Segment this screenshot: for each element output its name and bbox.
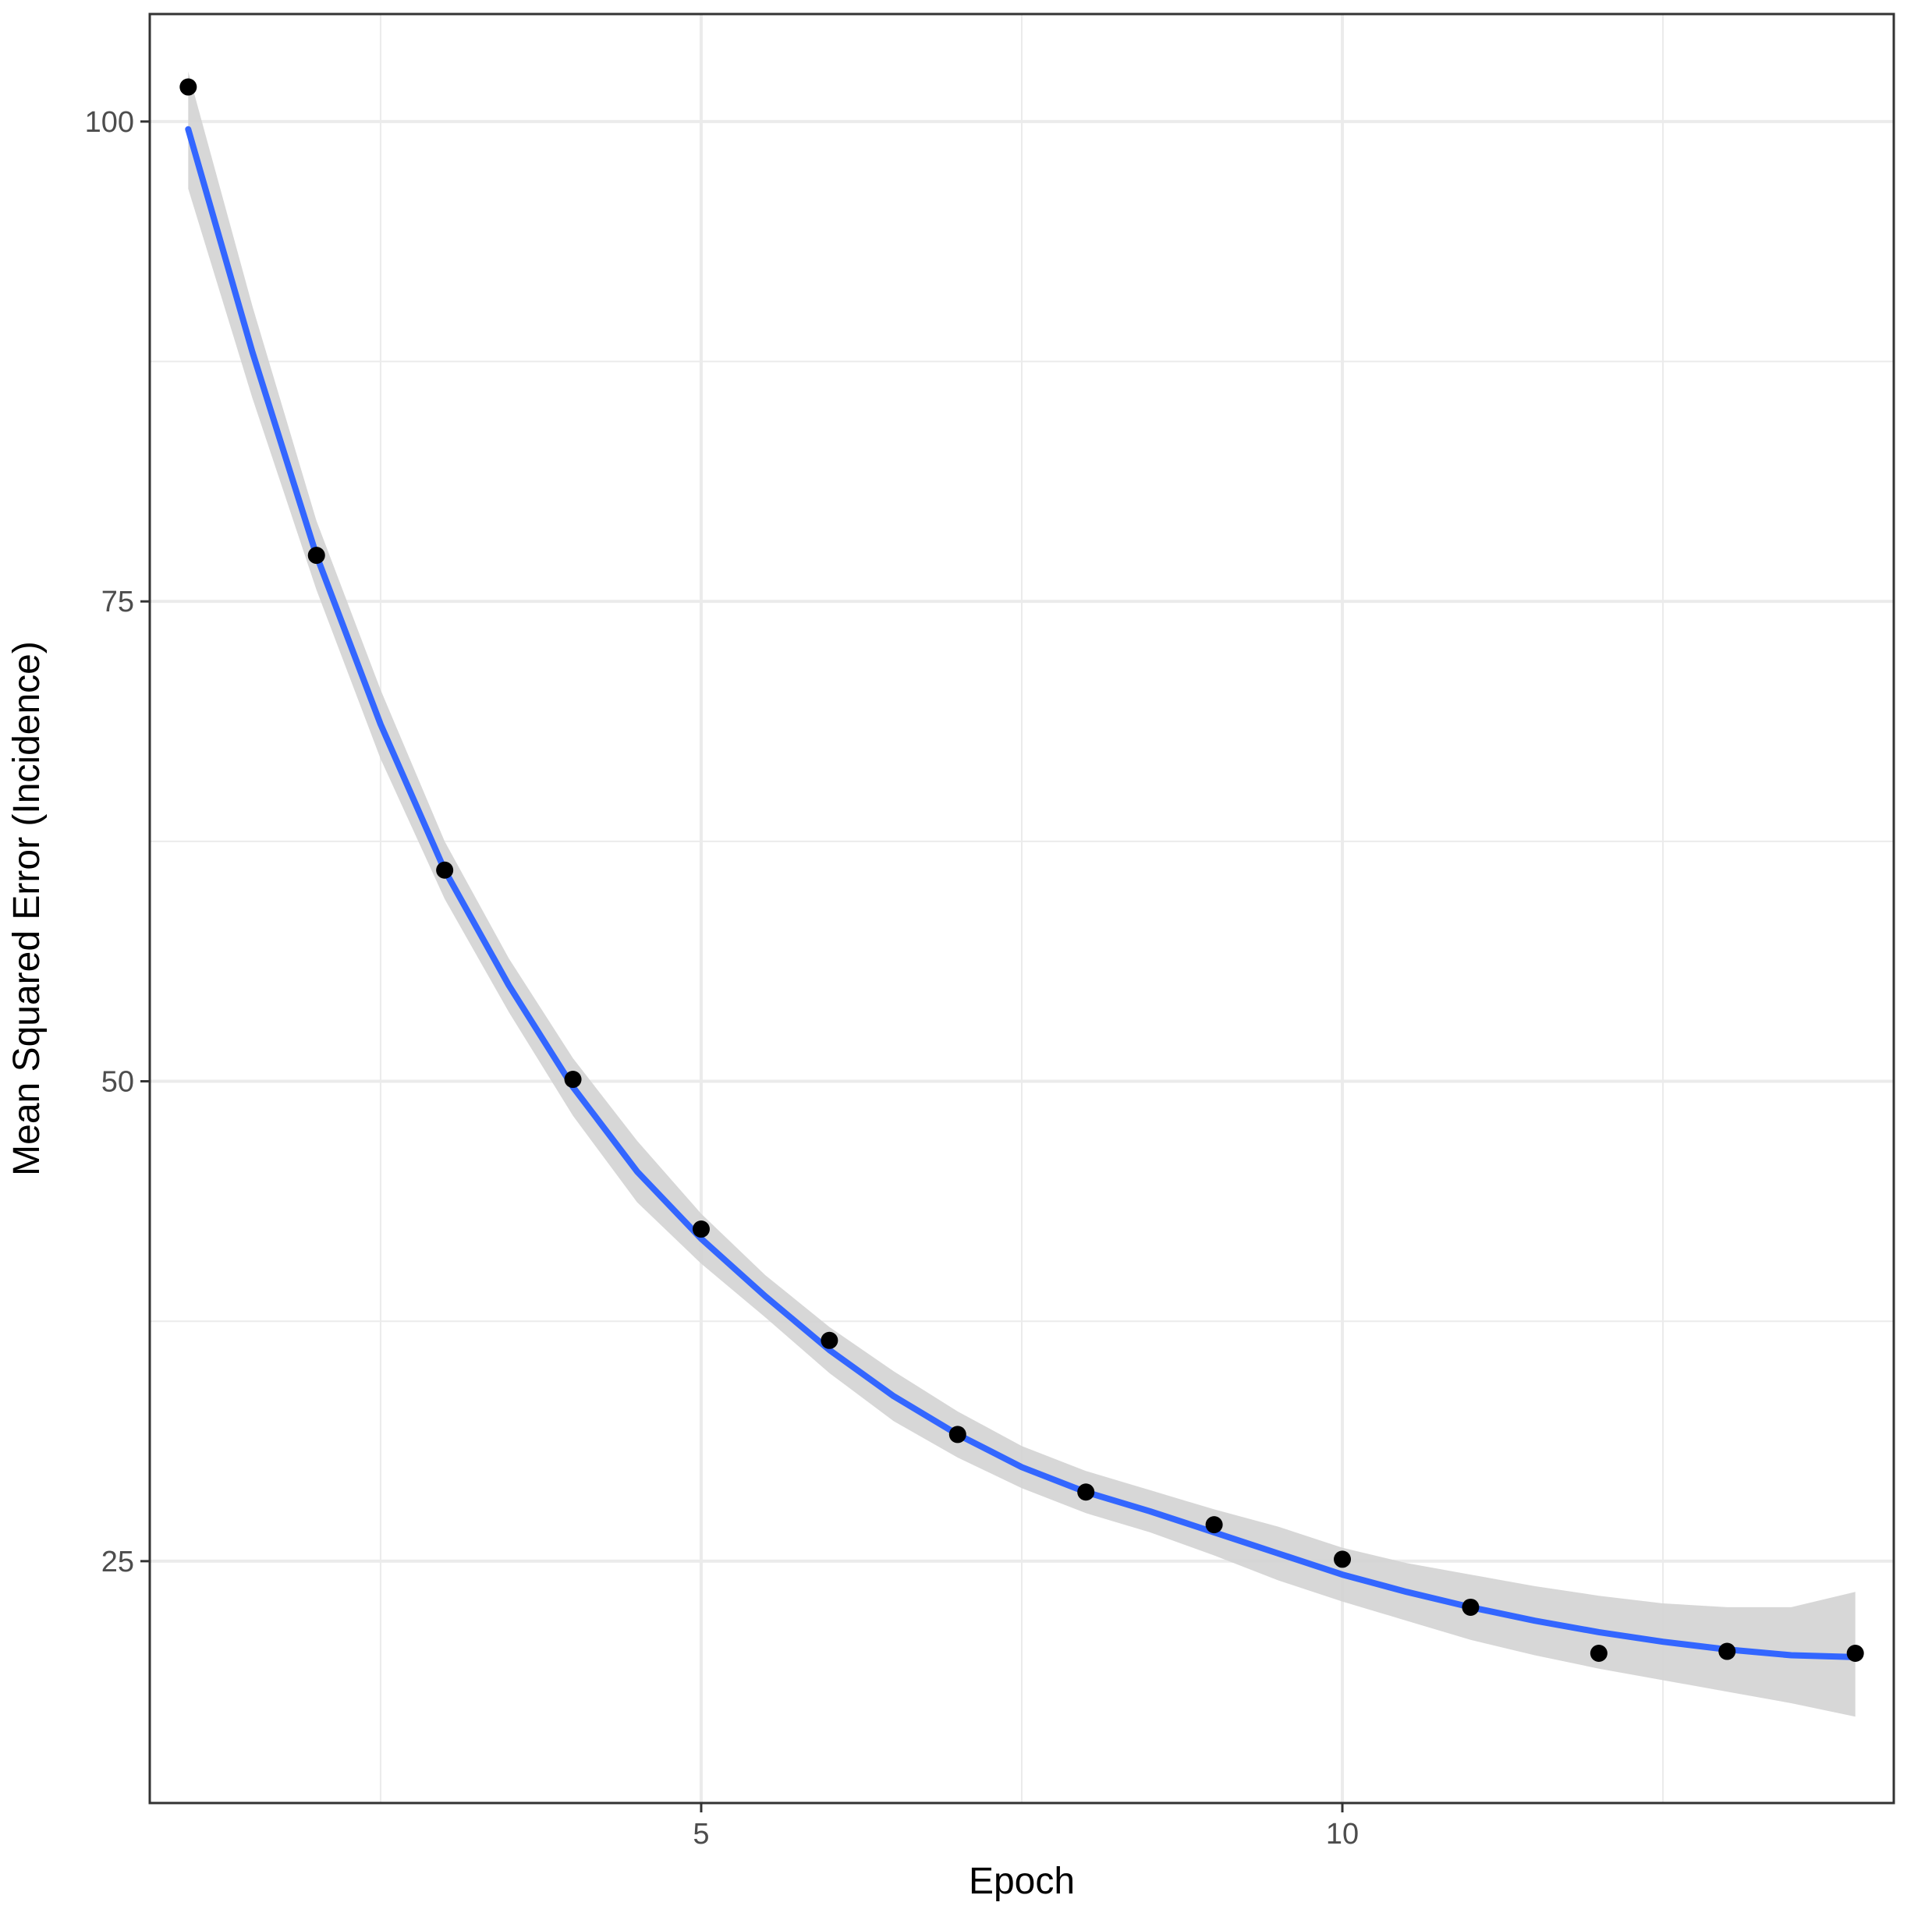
data-point bbox=[1846, 1645, 1864, 1663]
minor-gridlines bbox=[150, 14, 1894, 1803]
x-axis-title: Epoch bbox=[969, 1861, 1075, 1902]
data-point bbox=[1718, 1642, 1736, 1660]
y-tick-label: 75 bbox=[101, 586, 134, 618]
data-points bbox=[179, 78, 1864, 1663]
y-axis-title: Mean Squared Error (Incidence) bbox=[6, 641, 48, 1176]
data-point bbox=[1590, 1645, 1608, 1663]
data-point bbox=[821, 1331, 838, 1349]
x-tick-label: 10 bbox=[1326, 1818, 1359, 1851]
panel-border bbox=[148, 12, 1895, 1805]
smooth-fit-line bbox=[185, 126, 1859, 1660]
y-tick-labels: 25 50 75 100 bbox=[85, 106, 134, 1578]
data-point bbox=[948, 1426, 966, 1444]
data-point bbox=[1462, 1598, 1480, 1616]
data-point bbox=[564, 1071, 582, 1089]
y-tick-label: 50 bbox=[101, 1066, 134, 1099]
data-point bbox=[307, 547, 325, 565]
y-tick-label: 25 bbox=[101, 1546, 134, 1578]
x-tick-label: 5 bbox=[693, 1818, 709, 1851]
y-tick-label: 100 bbox=[85, 106, 134, 139]
data-point bbox=[179, 78, 197, 96]
x-tick-labels: 5 10 bbox=[693, 1818, 1359, 1851]
major-gridlines bbox=[150, 14, 1894, 1803]
data-point bbox=[1334, 1550, 1352, 1568]
data-point bbox=[436, 861, 454, 879]
data-point bbox=[1077, 1483, 1095, 1501]
data-point bbox=[1205, 1516, 1223, 1534]
fit-line bbox=[185, 126, 1859, 1660]
data-point bbox=[692, 1220, 710, 1238]
axis-ticks bbox=[140, 120, 1344, 1812]
